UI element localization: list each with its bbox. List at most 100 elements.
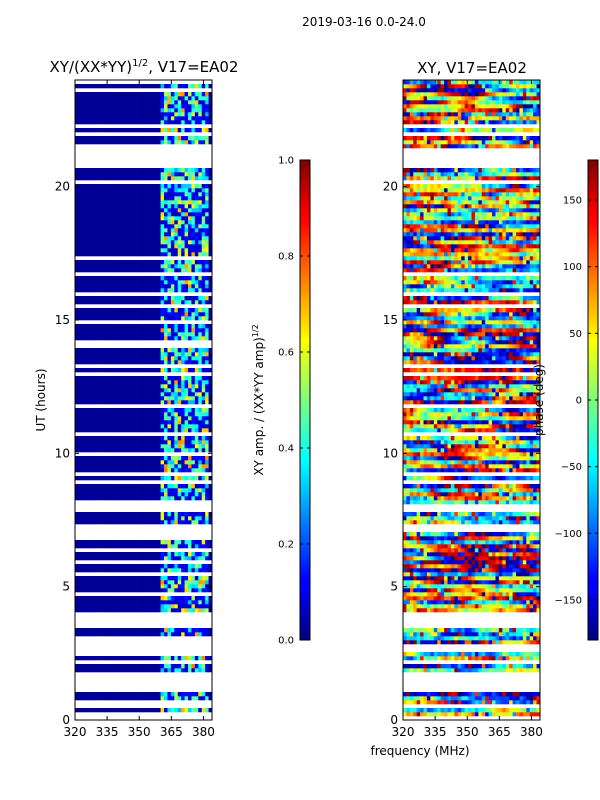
phase-cell bbox=[526, 596, 531, 601]
amp-cell bbox=[129, 448, 134, 453]
amp-cell bbox=[129, 220, 134, 225]
amp-cell bbox=[119, 656, 124, 661]
amp-cell bbox=[143, 476, 148, 481]
amp-cell bbox=[160, 588, 165, 593]
amp-cell bbox=[129, 112, 134, 117]
amp-cell bbox=[119, 196, 124, 201]
amp-cell bbox=[167, 604, 172, 609]
amp-cell bbox=[194, 544, 199, 549]
amp-cell bbox=[112, 440, 117, 445]
amp-cell bbox=[102, 300, 107, 305]
amp-cell bbox=[153, 216, 158, 221]
amp-cell bbox=[126, 224, 131, 229]
amp-cell bbox=[92, 216, 96, 221]
amp-cell bbox=[81, 600, 86, 605]
amp-cell bbox=[129, 464, 134, 469]
amp-cell bbox=[150, 436, 155, 441]
amp-cell bbox=[105, 444, 110, 449]
phase-cell bbox=[509, 668, 513, 673]
amp-cell bbox=[181, 380, 185, 385]
amp-cell bbox=[188, 104, 192, 109]
amp-cell bbox=[143, 168, 148, 173]
phase-cell bbox=[413, 700, 417, 705]
amp-cell bbox=[146, 224, 151, 229]
amp-cell bbox=[102, 696, 107, 701]
amp-cell bbox=[133, 448, 137, 453]
amp-cell bbox=[122, 400, 127, 405]
amp-cell bbox=[194, 456, 199, 461]
phase-cell bbox=[461, 592, 465, 597]
amp-cell bbox=[205, 408, 209, 413]
amp-cell bbox=[184, 476, 189, 481]
phase-cell bbox=[533, 600, 537, 605]
amp-cell bbox=[119, 400, 124, 405]
amp-cell bbox=[143, 224, 148, 229]
amp-cell bbox=[194, 520, 199, 525]
amp-cell bbox=[184, 360, 189, 365]
amp-cell bbox=[105, 356, 110, 361]
amp-cell bbox=[112, 216, 117, 221]
amp-cell bbox=[129, 244, 134, 249]
amp-cell bbox=[194, 264, 199, 269]
amp-cell bbox=[191, 136, 196, 141]
amp-cell bbox=[92, 412, 96, 417]
amp-cell bbox=[174, 476, 179, 481]
phase-cell bbox=[536, 664, 540, 669]
amp-cell bbox=[112, 228, 117, 233]
phase-cell bbox=[512, 664, 517, 669]
amp-cell bbox=[140, 520, 144, 525]
phase-cell bbox=[516, 696, 520, 701]
amp-cell bbox=[174, 328, 179, 333]
amp-cell bbox=[126, 512, 131, 517]
amp-cell bbox=[184, 408, 189, 413]
amp-cell bbox=[92, 108, 96, 113]
amp-cell bbox=[98, 168, 103, 173]
amp-cell bbox=[112, 512, 117, 517]
amp-cell bbox=[191, 476, 196, 481]
amp-cell bbox=[194, 108, 199, 113]
phase-cell bbox=[505, 608, 510, 613]
amp-cell bbox=[153, 584, 158, 589]
amp-cell bbox=[105, 552, 110, 557]
amp-cell bbox=[95, 284, 100, 289]
amp-cell bbox=[75, 288, 79, 293]
amp-cell bbox=[116, 252, 120, 257]
amp-cell bbox=[78, 212, 83, 217]
amp-cell bbox=[146, 412, 151, 417]
amp-cell bbox=[153, 324, 158, 329]
amp-cell bbox=[208, 308, 212, 313]
amp-cell bbox=[85, 188, 89, 193]
amp-cell bbox=[85, 312, 89, 317]
amp-cell bbox=[109, 544, 113, 549]
amp-cell bbox=[98, 308, 103, 313]
amp-cell bbox=[153, 184, 158, 189]
amp-cell bbox=[129, 412, 134, 417]
phase-cell bbox=[423, 664, 428, 669]
amp-cell bbox=[191, 140, 196, 145]
amp-cell bbox=[208, 424, 212, 429]
amp-cell bbox=[174, 332, 179, 337]
amp-cell bbox=[88, 440, 93, 445]
amp-cell bbox=[181, 224, 185, 229]
amp-cell bbox=[167, 420, 172, 425]
amp-cell bbox=[164, 176, 168, 181]
amp-cell bbox=[98, 696, 103, 701]
amp-cell bbox=[116, 412, 120, 417]
amp-cell bbox=[133, 336, 137, 341]
amp-cell bbox=[157, 328, 161, 333]
amp-cell bbox=[146, 228, 151, 233]
amp-cell bbox=[95, 584, 100, 589]
amp-cell bbox=[109, 476, 113, 481]
amp-cell bbox=[205, 388, 209, 393]
amp-cell bbox=[140, 600, 144, 605]
amp-cell bbox=[88, 584, 93, 589]
amp-cell bbox=[95, 128, 100, 133]
amp-cell bbox=[170, 216, 175, 221]
amp-cell bbox=[92, 556, 96, 561]
phase-cell bbox=[495, 640, 500, 645]
phase-cell bbox=[416, 652, 421, 657]
amp-cell bbox=[191, 128, 196, 133]
amp-cell bbox=[150, 204, 155, 209]
amp-cell bbox=[205, 512, 209, 517]
amp-cell bbox=[201, 596, 206, 601]
